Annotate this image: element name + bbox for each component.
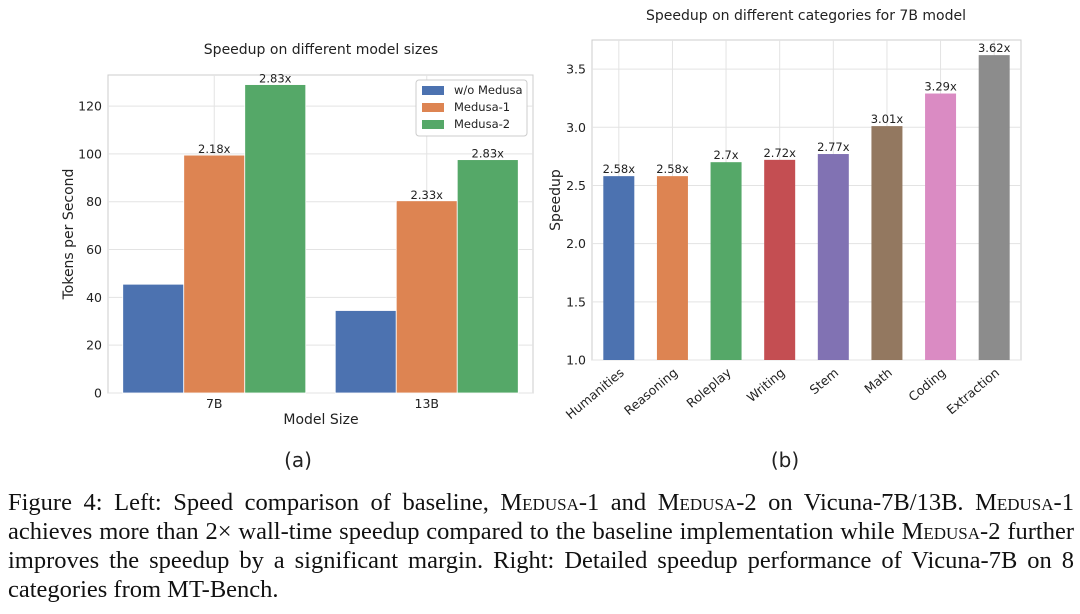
chart-b-ylabel: Speedup [548, 169, 564, 231]
chart-b-bar [871, 126, 903, 360]
chart-a-data-label: 2.18x [198, 142, 231, 156]
chart-a-ytick-label: 80 [86, 194, 102, 209]
chart-a-ytick-label: 120 [78, 99, 102, 114]
chart-a-ytick-label: 40 [86, 290, 102, 305]
chart-b-bar [603, 176, 635, 360]
chart-model-sizes: Speedup on different model sizes 2.18x2.… [61, 42, 534, 470]
chart-b-xtick-label: Extraction [944, 365, 1003, 418]
chart-b-bars: 2.58x 2.58x 2.7x 2.72x 2.77x 3.01x 3.29x 3.62x [603, 41, 1011, 361]
legend-swatch-medusa-2 [422, 120, 444, 129]
subfigure-label-b: (b) [771, 448, 799, 470]
chart-b-data-label: 2.77x [817, 140, 850, 154]
chart-b-xtick-label: Reasoning [621, 365, 680, 418]
chart-b-data-label: 2.7x [714, 148, 739, 162]
chart-a-bar [334, 310, 397, 394]
chart-a-xtick-label: 7B [206, 396, 223, 411]
chart-a-bar [244, 84, 307, 394]
chart-a-bar [122, 283, 185, 394]
chart-b-ytick-label: 2.5 [566, 178, 586, 193]
chart-categories: Speedup on different categories for 7B m… [548, 8, 1022, 470]
chart-b-data-label: 2.72x [763, 146, 796, 160]
legend-label-medusa-2: Medusa-2 [454, 117, 510, 131]
chart-a-data-label: 2.33x [411, 188, 444, 202]
caption-medusa-3: Medusa [975, 489, 1054, 516]
chart-b-bar [656, 176, 688, 360]
chart-a-bar [456, 159, 519, 394]
chart-a-ytick-label: 60 [86, 242, 102, 257]
chart-a-ytick-label: 100 [78, 146, 102, 161]
chart-b-ytick-label: 3.0 [566, 120, 586, 135]
chart-b-ytick-label: 1.0 [566, 353, 586, 368]
chart-a-bars: 2.18x 2.83x 2.33x 2.83x [122, 72, 519, 394]
subfigure-label-a: (a) [284, 448, 312, 470]
chart-b-bar [925, 93, 957, 360]
chart-b-bar [978, 55, 1010, 361]
chart-a-bar [395, 200, 458, 394]
chart-b-data-label: 2.58x [656, 162, 689, 176]
caption-figure-label: Figure 4: [8, 489, 103, 516]
chart-b-xtick-label: Writing [744, 365, 788, 405]
chart-a-ylabel: Tokens per Second [61, 169, 77, 301]
chart-a-bar [183, 154, 246, 394]
chart-b-xtick-label: Math [861, 365, 895, 397]
chart-a-title: Speedup on different model sizes [204, 42, 438, 58]
chart-b-ytick-label: 2.0 [566, 236, 586, 251]
chart-a-xtick-label: 13B [415, 396, 439, 411]
caption-medusa-2: Medusa [657, 489, 737, 516]
chart-b-bar [817, 154, 849, 360]
chart-b-xtick-label: Roleplay [683, 364, 734, 410]
caption-text-5: -2 further improves the speedup by a sig… [8, 518, 1074, 603]
chart-a-xlabel: Model Size [283, 412, 358, 428]
chart-a-data-label: 2.83x [472, 147, 505, 161]
chart-b-data-label: 3.01x [871, 112, 904, 126]
figure: Speedup on different model sizes 2.18x2.… [61, 8, 1022, 470]
legend-swatch-medusa-1 [422, 103, 444, 112]
chart-b-ytick-label: 1.5 [566, 294, 586, 309]
caption-text-4: -1 achieves more than 2× wall-time speed… [8, 489, 1074, 545]
chart-b-bar [764, 159, 796, 360]
chart-b-xtick-label: Coding [905, 365, 948, 405]
caption-medusa-1: Medusa [500, 489, 579, 516]
chart-b-xtick-label: Humanities [563, 365, 627, 422]
chart-a-legend: w/o Medusa Medusa-1 Medusa-2 [415, 79, 528, 137]
chart-a-axes: 0 20 40 60 80 100 120 7B 13B [78, 99, 439, 411]
legend-label-wo-medusa: w/o Medusa [454, 83, 523, 97]
figure-caption: Figure 4: Left: Speed comparison of base… [8, 488, 1074, 604]
chart-b-bar [710, 162, 742, 360]
chart-b-ytick-label: 3.5 [566, 62, 586, 77]
caption-text-3: -2 on Vicuna-7B/13B. [736, 489, 976, 516]
chart-a-data-label: 2.83x [259, 72, 292, 86]
legend-swatch-wo-medusa [422, 86, 444, 95]
chart-b-title: Speedup on different categories for 7B m… [646, 8, 966, 24]
caption-text-2: -1 and [578, 489, 658, 516]
legend-label-medusa-1: Medusa-1 [454, 100, 510, 114]
caption-medusa-4: Medusa [901, 518, 981, 545]
chart-a-ytick-label: 0 [94, 386, 102, 401]
chart-b-xtick-label: Stem [807, 365, 842, 398]
chart-b-data-label: 3.62x [978, 41, 1011, 55]
chart-b-data-label: 3.29x [924, 80, 957, 94]
chart-a-ytick-label: 20 [86, 338, 102, 353]
caption-text-1: Left: Speed comparison of baseline, [102, 489, 501, 516]
chart-b-data-label: 2.58x [603, 162, 636, 176]
